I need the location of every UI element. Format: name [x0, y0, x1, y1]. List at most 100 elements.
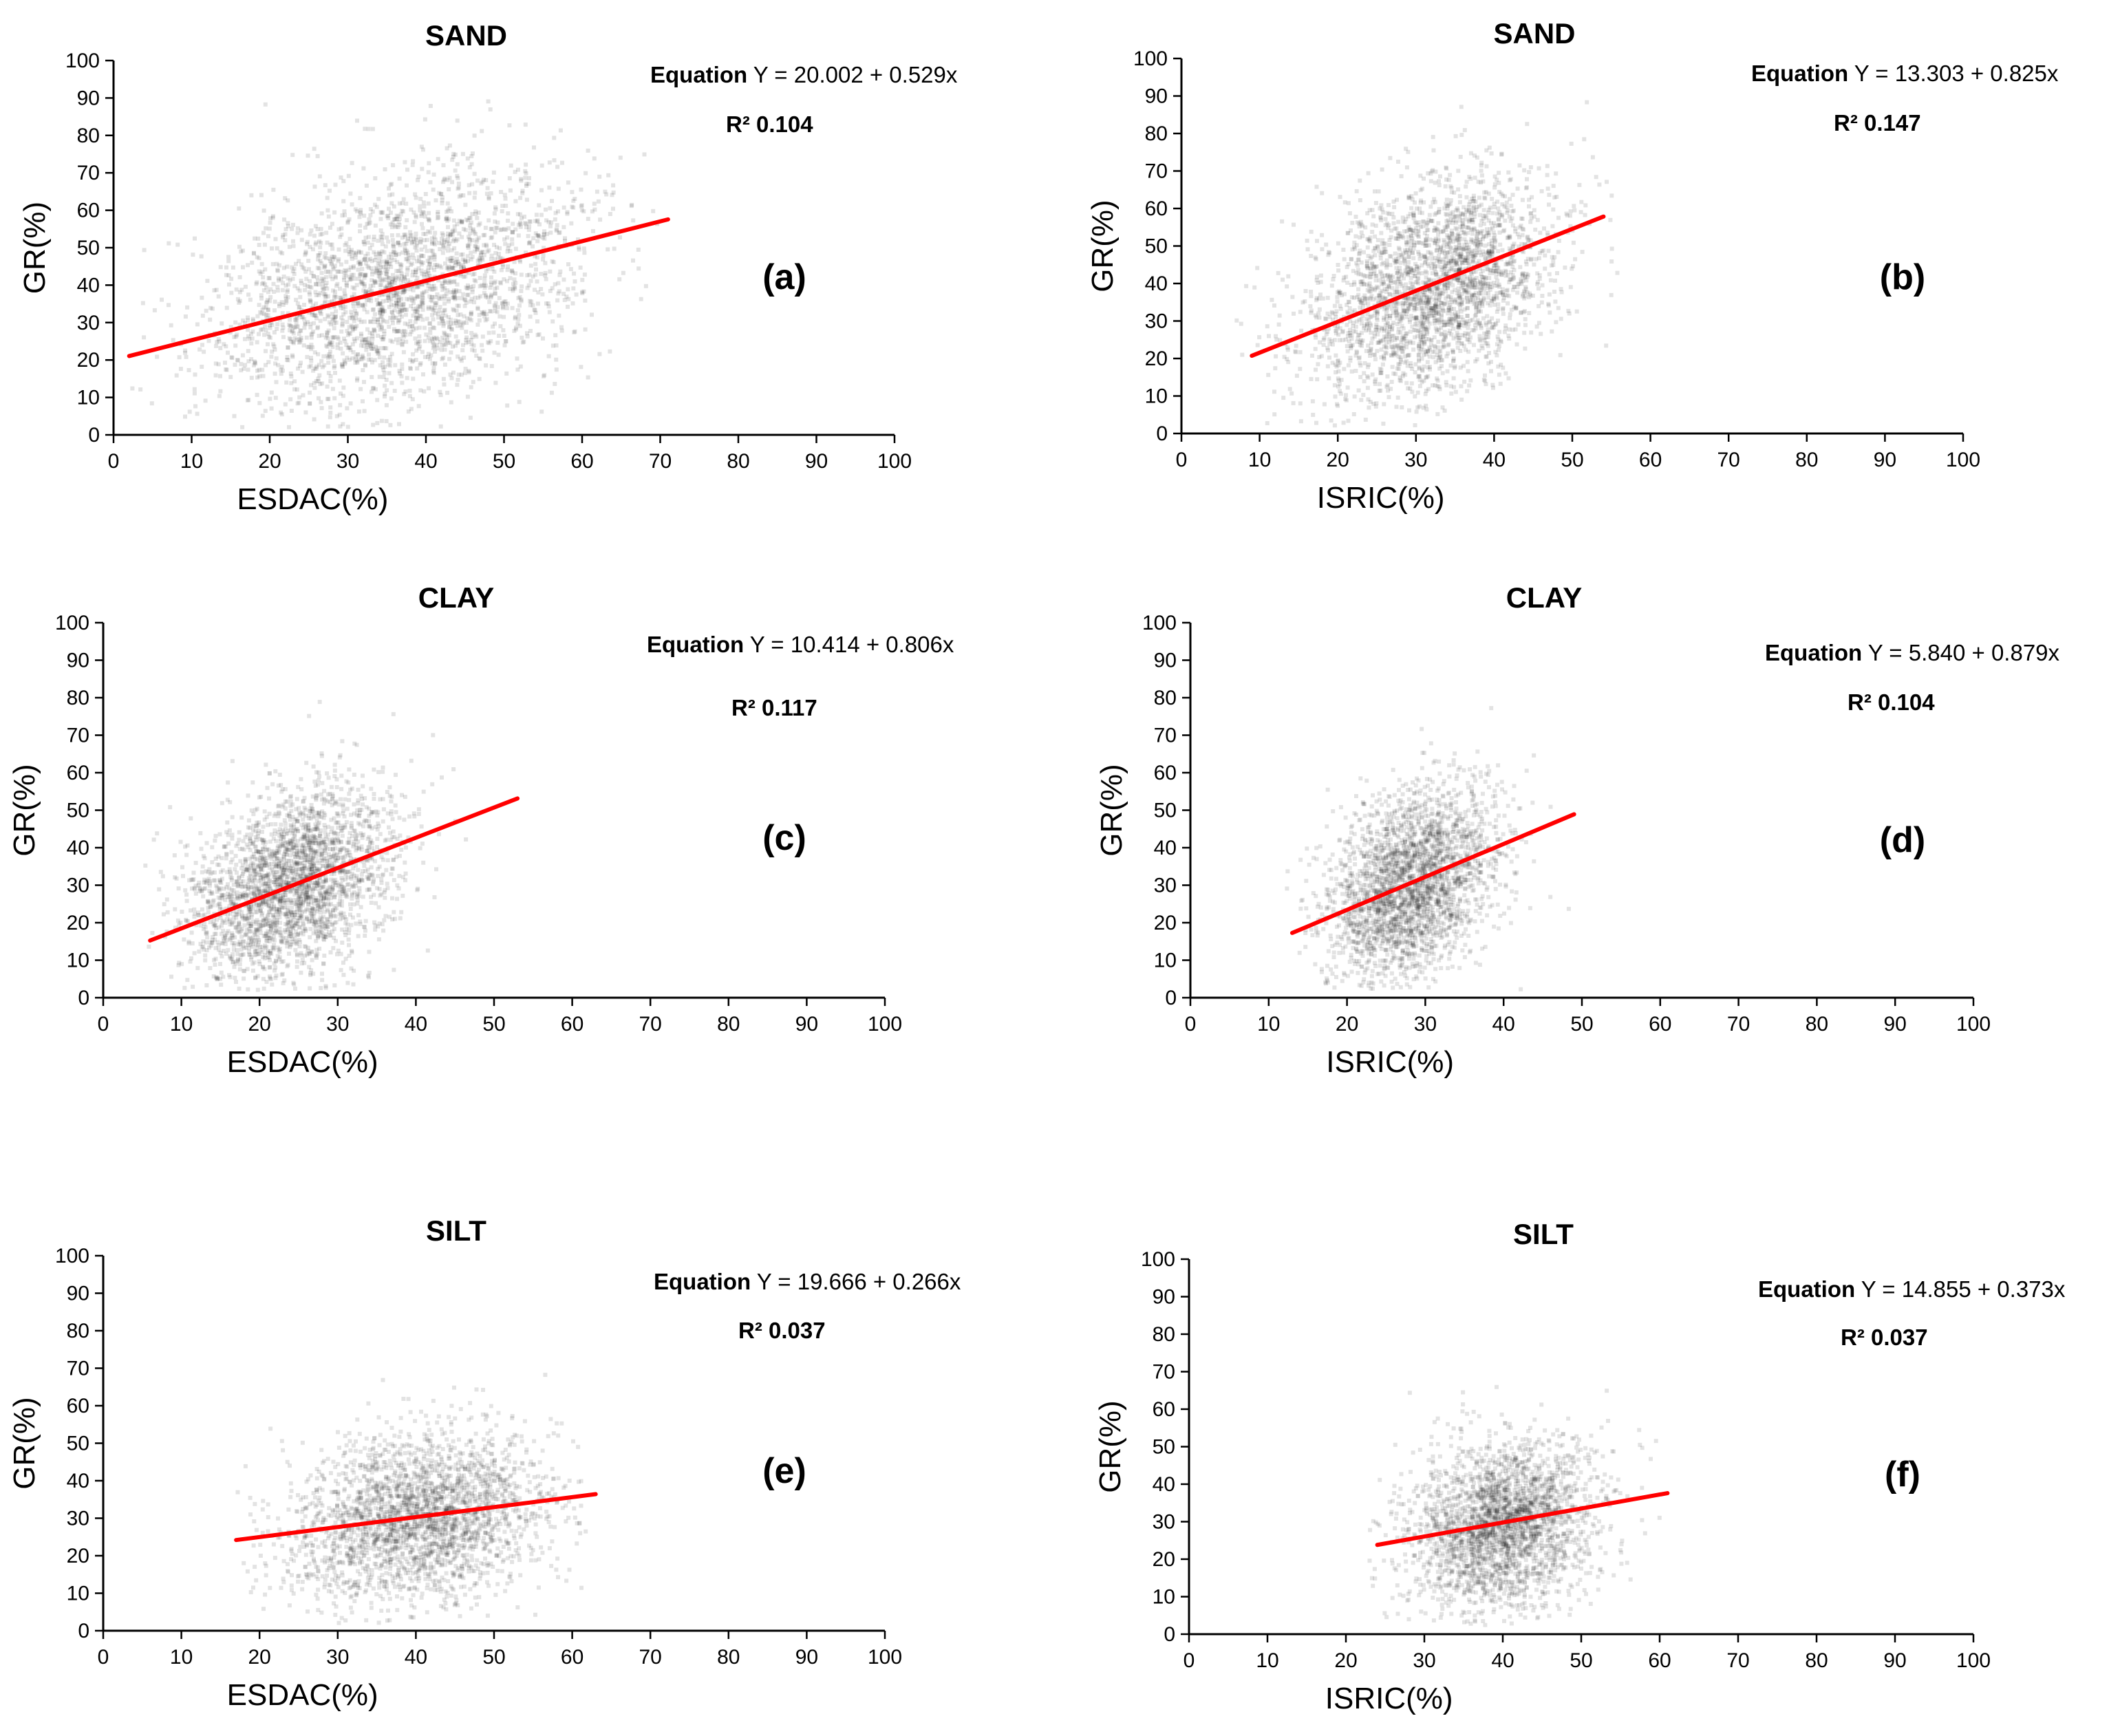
scatter-point [436, 278, 441, 283]
scatter-point [202, 350, 206, 354]
scatter-point [554, 228, 559, 233]
scatter-point [377, 301, 382, 306]
scatter-point [1342, 367, 1347, 372]
scatter-point [414, 268, 418, 272]
scatter-point [1470, 196, 1475, 201]
scatter-point [1395, 395, 1400, 400]
scatter-point [1491, 385, 1495, 390]
scatter-point [550, 343, 555, 348]
scatter-point [197, 347, 202, 352]
scatter-point [365, 251, 370, 256]
scatter-point [486, 330, 491, 335]
scatter-point [518, 195, 523, 200]
scatter-point [1481, 316, 1486, 321]
scatter-point [1459, 397, 1464, 402]
scatter-point [325, 424, 330, 429]
scatter-point [1484, 331, 1489, 336]
scatter-point [1494, 268, 1499, 273]
scatter-point [1510, 223, 1515, 228]
scatter-point [473, 295, 478, 300]
scatter-point [257, 400, 262, 405]
scatter-point [546, 301, 550, 306]
scatter-point [453, 334, 458, 339]
scatter-point [415, 294, 420, 299]
scatter-point [502, 237, 507, 242]
scatter-point [445, 178, 450, 182]
scatter-point [1478, 237, 1483, 242]
scatter-point [447, 333, 451, 338]
scatter-point [1424, 328, 1428, 332]
scatter-point [482, 310, 486, 314]
scatter-point [583, 171, 588, 175]
scatter-point [333, 274, 338, 279]
scatter-point [469, 250, 473, 255]
scatter-point [429, 266, 433, 270]
scatter-point [469, 154, 474, 158]
scatter-point [492, 242, 496, 247]
scatter-point [475, 178, 480, 183]
scatter-point [439, 265, 444, 270]
scatter-point [517, 258, 522, 263]
scatter-point [501, 264, 506, 269]
scatter-point [1320, 233, 1325, 237]
scatter-point [400, 308, 405, 312]
scatter-point [426, 271, 431, 276]
scatter-point [492, 269, 497, 274]
scatter-point [450, 258, 455, 263]
scatter-point [493, 207, 498, 212]
scatter-point [596, 199, 601, 204]
scatter-point [226, 273, 231, 278]
scatter-point [356, 260, 361, 265]
scatter-point [443, 313, 448, 318]
scatter-point [295, 401, 300, 406]
scatter-point [468, 285, 473, 289]
scatter-point [323, 292, 328, 297]
scatter-point [286, 345, 290, 350]
scatter-point [506, 218, 510, 223]
scatter-point [1492, 174, 1497, 179]
scatter-point [261, 312, 266, 317]
scatter-point [303, 269, 308, 274]
scatter-point [425, 272, 429, 277]
scatter-point [458, 273, 463, 278]
scatter-point [1373, 274, 1378, 279]
scatter-point [386, 286, 391, 290]
scatter-point [571, 198, 576, 203]
scatter-point [482, 273, 487, 278]
scatter-point [524, 225, 528, 230]
scatter-point [551, 260, 556, 264]
scatter-point [280, 311, 285, 316]
scatter-point [1320, 247, 1325, 252]
scatter-point [1353, 353, 1358, 358]
scatter-point [392, 223, 397, 228]
scatter-point [400, 314, 404, 319]
scatter-point [432, 344, 437, 349]
scatter-point [456, 181, 461, 186]
scatter-point [1313, 313, 1318, 318]
scatter-point [383, 392, 387, 396]
scatter-point [1325, 295, 1330, 300]
scatter-point [509, 268, 514, 273]
scatter-point [1572, 204, 1576, 208]
scatter-point [413, 272, 418, 277]
scatter-point [310, 345, 315, 350]
scatter-point [246, 315, 250, 320]
scatter-point [379, 265, 383, 270]
scatter-point [1486, 295, 1491, 300]
scatter-point [1415, 276, 1420, 281]
scatter-point [332, 326, 336, 330]
scatter-point [355, 378, 359, 383]
scatter-point [271, 281, 276, 286]
scatter-point [408, 230, 413, 235]
scatter-point [1285, 284, 1289, 289]
scatter-point [386, 295, 391, 300]
scatter-point [523, 169, 528, 173]
scatter-point [1435, 378, 1440, 383]
scatter-point [400, 343, 405, 347]
scatter-point [505, 279, 509, 283]
scatter-point [491, 180, 495, 184]
scatter-point [1309, 290, 1314, 294]
scatter-point [442, 239, 447, 244]
scatter-point [561, 205, 566, 210]
scatter-point [339, 306, 343, 310]
